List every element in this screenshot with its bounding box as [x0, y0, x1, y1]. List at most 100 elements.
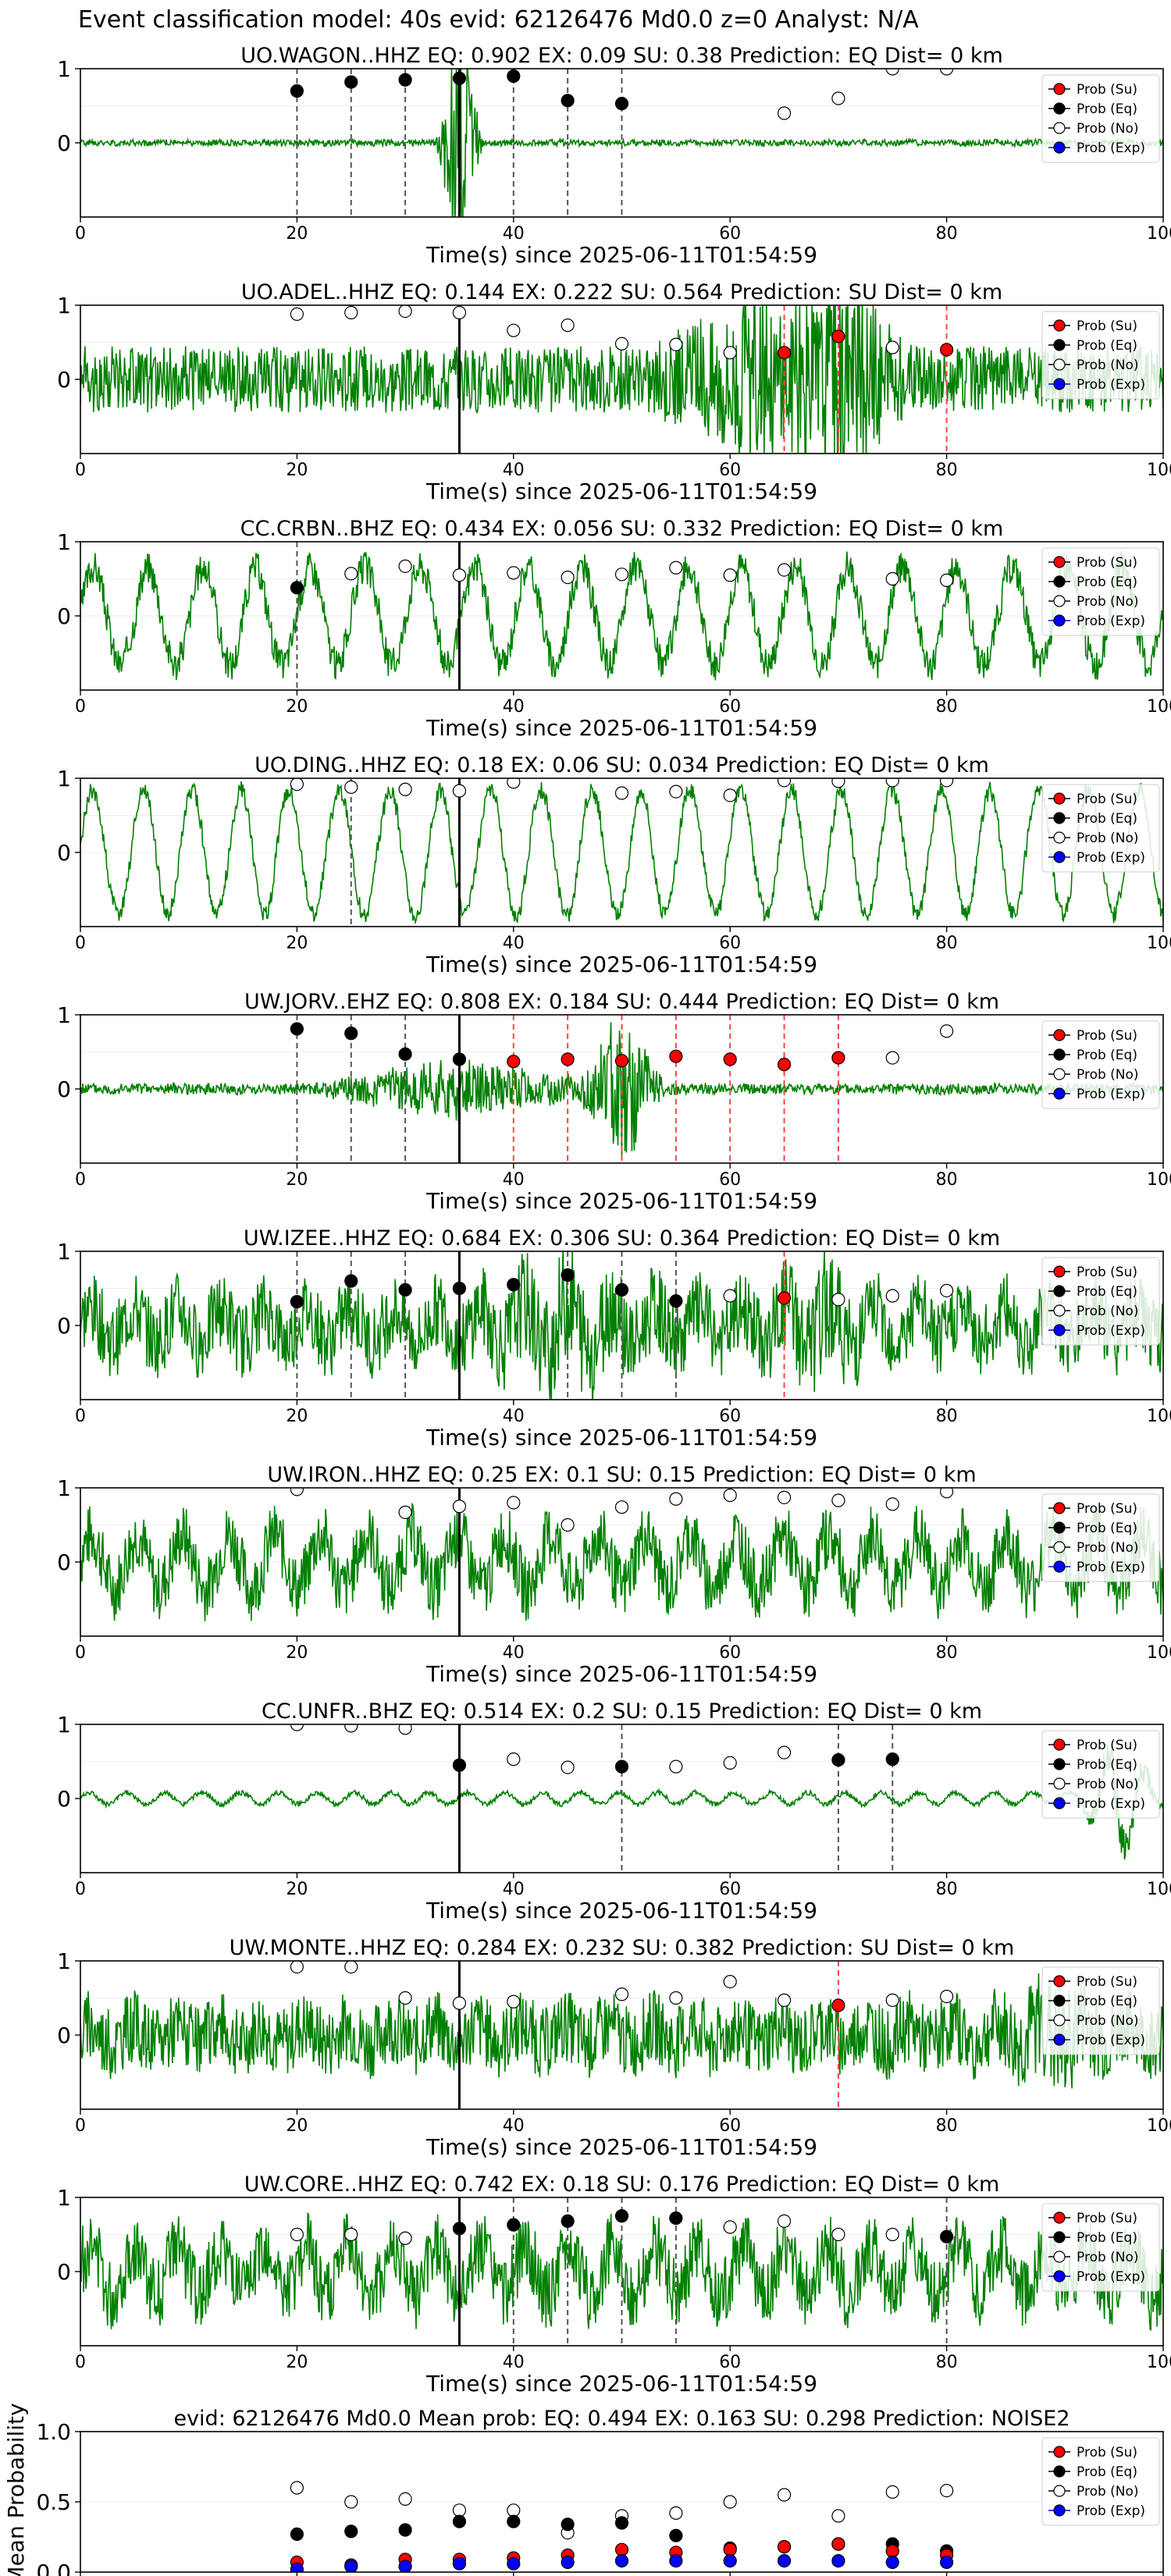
legend: Prob (Su) Prob (Eq) Prob (No) Prob (Exp) [1041, 547, 1160, 636]
legend-label: Prob (No) [1077, 1540, 1139, 1556]
legend-marker [1053, 1738, 1066, 1751]
legend-label: Prob (Eq) [1077, 1521, 1137, 1536]
x-tick-label: 0 [75, 934, 86, 953]
y-tick-label: 1 [57, 293, 71, 318]
legend-box [1041, 1257, 1160, 1346]
x-tick-label: 0 [75, 1880, 86, 1899]
prob-no-point [940, 69, 954, 76]
y-tick-label: 0 [57, 367, 71, 393]
prob-no-point [939, 573, 954, 588]
legend-box [1041, 784, 1160, 873]
panel-title: evid: 62126476 Md0.0 Mean prob: EQ: 0.49… [173, 2407, 1070, 2431]
prob-eq-point [344, 1026, 358, 1041]
legend-marker [1053, 2270, 1066, 2282]
legend-box [1041, 74, 1160, 163]
prob-su-point [507, 1055, 521, 1069]
prob-no-point [398, 1724, 412, 1735]
mean-prob-point [290, 2562, 304, 2572]
prob-su-point [831, 1998, 845, 2012]
legend-label: Prob (No) [1077, 358, 1139, 373]
legend-label: Prob (Eq) [1077, 811, 1137, 827]
prob-no-point [507, 1994, 521, 2008]
panel-6: UW.IZEE..HHZ EQ: 0.684 EX: 0.306 SU: 0.3… [57, 1226, 1171, 1450]
panel-title: UW.MONTE..HHZ EQ: 0.284 EX: 0.232 SU: 0.… [230, 1936, 1015, 1960]
legend-label: Prob (Exp) [1077, 1323, 1145, 1339]
plot-area [80, 1251, 1163, 1400]
legend: Prob (Su) Prob (Eq) Prob (No) Prob (Exp) [1041, 1966, 1160, 2055]
legend-marker [1053, 378, 1066, 390]
legend-label: Prob (No) [1077, 1067, 1139, 1083]
y-tick-label: 0 [57, 840, 71, 866]
y-tick-label: 1 [57, 1239, 71, 1265]
waveform-trace [80, 781, 1163, 925]
mean-prob-point [669, 2506, 683, 2520]
prob-no-point [939, 1283, 954, 1297]
legend: Prob (Su) Prob (Eq) Prob (No) Prob (Exp) [1041, 1257, 1160, 1346]
prob-no-point [452, 305, 467, 320]
legend-box [1041, 547, 1160, 636]
prob-no-point [885, 69, 899, 76]
legend-marker [1053, 1265, 1066, 1278]
x-tick-label: 40 [503, 697, 525, 717]
waveform-trace [80, 305, 1163, 454]
legend-label: Prob (Exp) [1077, 141, 1145, 156]
x-tick-label: 20 [286, 1407, 308, 1426]
legend-marker [1053, 1560, 1066, 1573]
legend-label: Prob (No) [1077, 1777, 1139, 1792]
x-tick-label: 40 [503, 1880, 525, 1899]
legend: Prob (Su) Prob (Eq) Prob (No) Prob (Exp) [1041, 2203, 1160, 2292]
prob-no-point [452, 568, 467, 582]
prob-eq-point [452, 1052, 467, 1066]
legend-label: Prob (No) [1077, 2250, 1139, 2265]
legend-label: Prob (Eq) [1077, 1757, 1137, 1773]
prob-su-point [831, 1051, 845, 1065]
prob-no-point [723, 788, 737, 802]
legend-label: Prob (Exp) [1077, 1796, 1145, 1812]
prob-su-point [777, 346, 792, 360]
panel-title: CC.UNFR..BHZ EQ: 0.514 EX: 0.2 SU: 0.15 … [262, 1699, 982, 1724]
legend-marker [1053, 2465, 1066, 2478]
plot-area [80, 778, 1163, 927]
prob-eq-point [507, 69, 521, 84]
prob-su-point [561, 1052, 575, 1066]
prob-eq-point [614, 1283, 629, 1297]
prob-no-point [614, 1500, 629, 1514]
mean-prob-point [561, 2517, 575, 2532]
legend-marker [1053, 1324, 1066, 1336]
x-tick-label: 80 [936, 1880, 958, 1899]
prob-no-point [885, 1993, 899, 2007]
x-axis-label: Time(s) since 2025-06-11T01:54:59 [425, 2134, 817, 2160]
x-tick-label: 0 [75, 1170, 86, 1190]
plot-area [80, 2432, 1163, 2572]
prob-eq-point [452, 1758, 467, 1772]
x-tick-label: 60 [719, 1170, 741, 1190]
legend-marker [1053, 358, 1066, 371]
prob-no-point [777, 1993, 792, 2007]
mean-prob-point [507, 2556, 521, 2571]
prob-no-point [723, 568, 737, 582]
prob-no-point [777, 563, 792, 577]
legend-marker [1053, 2250, 1066, 2263]
x-axis-label: Time(s) since 2025-06-11T01:54:59 [425, 715, 817, 741]
panel-2: UO.ADEL..HHZ EQ: 0.144 EX: 0.222 SU: 0.5… [57, 280, 1171, 504]
legend-marker [1053, 319, 1066, 332]
plot-area [80, 542, 1163, 690]
x-tick-label: 20 [286, 934, 308, 953]
mean-prob-point [777, 2540, 792, 2554]
x-tick-label: 60 [719, 1880, 741, 1899]
legend-label: Prob (No) [1077, 1304, 1139, 1319]
panel-title: UW.IRON..HHZ EQ: 0.25 EX: 0.1 SU: 0.15 P… [267, 1463, 976, 1487]
prob-eq-point [452, 71, 467, 85]
mean-prob-point [669, 2554, 683, 2568]
prob-eq-point [398, 1283, 412, 1297]
legend-label: Prob (Exp) [1077, 2503, 1145, 2519]
legend-label: Prob (Su) [1077, 82, 1137, 98]
prob-no-point [614, 786, 629, 800]
x-tick-label: 0 [75, 1643, 86, 1663]
x-tick-label: 20 [286, 697, 308, 717]
panel-5: UW.JORV..EHZ EQ: 0.808 EX: 0.184 SU: 0.4… [57, 990, 1171, 1214]
legend-marker [1053, 812, 1066, 824]
x-tick-label: 100 [1147, 2116, 1171, 2136]
y-tick-label: 0 [57, 2023, 71, 2048]
